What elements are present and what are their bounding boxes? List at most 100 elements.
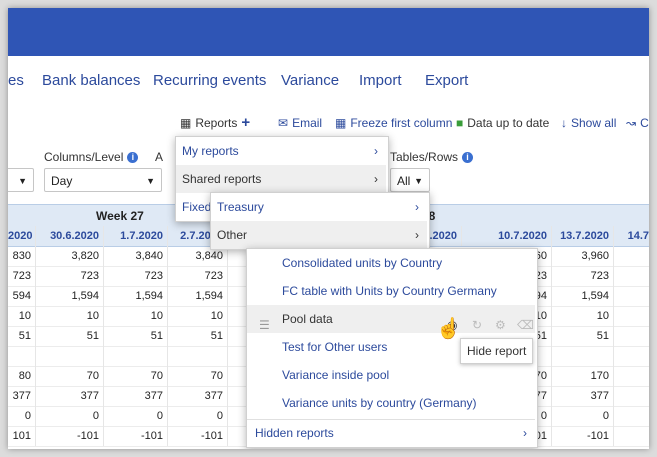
table-cell: 70 (104, 366, 168, 386)
partial-label: A (155, 150, 164, 164)
other-label: Other (217, 228, 248, 242)
report-item[interactable]: Test for Other users (247, 333, 535, 361)
email-label: Email (292, 116, 323, 130)
refresh-icon[interactable]: ↻ (472, 318, 483, 332)
date-header-cell: 30.6.2020 (36, 226, 104, 246)
gear-icon[interactable]: ⚙ (495, 318, 506, 332)
week-label: Week 27 (96, 209, 144, 223)
chevron-right-icon: › (374, 172, 378, 186)
menu-item-shared-reports[interactable]: Shared reports › (176, 165, 386, 193)
table-cell (552, 346, 614, 366)
table-cell: -101 (36, 426, 104, 446)
table-cell: 0 (36, 406, 104, 426)
caret-down-icon: ▼ (18, 176, 27, 186)
table-cell: 377 (104, 386, 168, 406)
nav-item-export[interactable]: Export (425, 72, 469, 89)
nav-item-bank-balances[interactable]: Bank balances (42, 72, 141, 89)
table-cell: -101 (104, 426, 168, 446)
info-icon: i (127, 152, 139, 164)
show-all-button[interactable]: ↓ Show all (561, 116, 616, 130)
report-item-pool-data[interactable]: ☰ Pool data ◉ ↻ ⚙ ⌫ (247, 305, 535, 333)
table-cell: 10 (8, 306, 36, 326)
menu-item-other[interactable]: Other › (211, 221, 427, 249)
chart-label: C (640, 116, 649, 130)
app-window: es Bank balances Recurring events Varian… (8, 8, 649, 449)
chevron-right-icon: › (415, 200, 419, 214)
table-cell: 3,820 (36, 246, 104, 266)
table-icon: ▦ (180, 116, 192, 130)
report-label: Test for Other users (282, 340, 388, 354)
plus-icon[interactable]: + (241, 114, 251, 131)
table-cell: 10 (104, 306, 168, 326)
drag-handle-icon[interactable]: ☰ (259, 318, 270, 332)
table-cell: 0 (552, 406, 614, 426)
partial-select[interactable]: ▼ (8, 168, 34, 192)
hand-cursor-icon: ☝ (436, 318, 461, 340)
hidden-reports-label: Hidden reports (255, 426, 334, 440)
menu-item-treasury[interactable]: Treasury › (211, 193, 427, 221)
report-label: Variance units by country (Germany) (282, 396, 477, 410)
nav-item-variance[interactable]: Variance (281, 72, 340, 89)
table-cell: 0 (104, 406, 168, 426)
nav-item-partial[interactable]: es (8, 72, 24, 89)
data-up-to-date-button[interactable]: ■ Data up to date (456, 116, 549, 130)
table-cell: 830 (8, 246, 36, 266)
table-cell: -101 (552, 426, 614, 446)
eye-icon[interactable]: ◉ (447, 318, 458, 332)
hide-report-tooltip: Hide report (460, 338, 534, 364)
date-header-cell: 2020 (8, 226, 36, 246)
report-item[interactable]: Variance units by country (Germany) (247, 389, 535, 417)
table-cell: 51 (168, 326, 228, 346)
table-cell (168, 346, 228, 366)
nav-item-recurring-events[interactable]: Recurring events (153, 72, 267, 89)
chevron-right-icon: › (374, 144, 378, 158)
columns-select[interactable]: Day ▼ (44, 168, 162, 192)
treasury-label: Treasury (217, 200, 264, 214)
shared-reports-submenu: Treasury › Other › (210, 192, 430, 250)
table-cell: 70 (168, 366, 228, 386)
caret-down-icon: ▼ (146, 176, 155, 186)
nav-item-import[interactable]: Import (359, 72, 402, 89)
table-cell: 0 (8, 406, 36, 426)
report-item[interactable]: Consolidated units by Country (247, 249, 535, 277)
date-header-cell: 13.7.2020 (552, 226, 614, 246)
menu-item-my-reports[interactable]: My reports › (176, 137, 386, 165)
top-bar (8, 8, 649, 56)
table-cell: 377 (8, 386, 36, 406)
table-cell: 594 (8, 286, 36, 306)
table-cell: 723 (36, 266, 104, 286)
reports-button[interactable]: ▦ Reports + (180, 114, 251, 131)
table-cell: 70 (36, 366, 104, 386)
cube-icon: ■ (456, 116, 464, 130)
menu-item-fixed[interactable]: Fixed (176, 193, 216, 221)
table-cell: 377 (168, 386, 228, 406)
tables-select[interactable]: All ▼ (390, 168, 430, 192)
table-cell: 10 (552, 306, 614, 326)
table-cell: 170 (552, 366, 614, 386)
table-cell: 101 (8, 426, 36, 446)
table-cell: 723 (168, 266, 228, 286)
table-cell (8, 346, 36, 366)
table-cell: 1,594 (36, 286, 104, 306)
tables-label: Tables/Rows i (390, 150, 474, 164)
table-cell: 1,594 (168, 286, 228, 306)
table-cell: 723 (8, 266, 36, 286)
table-cell: 51 (36, 326, 104, 346)
chart-icon: ↝ (626, 116, 637, 130)
freeze-button[interactable]: ▦ Freeze first column (335, 116, 452, 130)
trash-icon[interactable]: ⌫ (517, 318, 534, 332)
menu-item-hidden-reports[interactable]: Hidden reports › (247, 419, 535, 447)
table-cell (36, 346, 104, 366)
chevron-right-icon: › (415, 228, 419, 242)
chart-button[interactable]: ↝ C (626, 116, 649, 130)
show-all-label: Show all (571, 116, 617, 130)
mail-icon: ✉ (278, 116, 289, 130)
table-cell: 0 (478, 406, 552, 426)
table-cell: 723 (552, 266, 614, 286)
email-button[interactable]: ✉ Email (278, 116, 322, 130)
columns-label: Columns/Level i (44, 150, 139, 164)
report-item[interactable]: FC table with Units by Country Germany (247, 277, 535, 305)
date-header-cell: 1.7.2020 (104, 226, 168, 246)
arrow-down-icon: ↓ (561, 116, 567, 130)
report-item[interactable]: Variance inside pool (247, 361, 535, 389)
